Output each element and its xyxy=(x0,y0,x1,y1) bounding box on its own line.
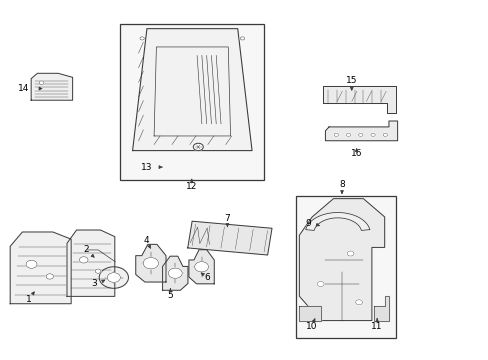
Circle shape xyxy=(143,257,158,269)
Polygon shape xyxy=(374,296,388,320)
Polygon shape xyxy=(299,199,384,320)
Polygon shape xyxy=(305,212,369,230)
Circle shape xyxy=(99,267,128,288)
Text: 9: 9 xyxy=(305,219,311,228)
Circle shape xyxy=(140,37,144,40)
Circle shape xyxy=(240,37,244,40)
Text: 16: 16 xyxy=(350,149,362,158)
Circle shape xyxy=(333,133,338,136)
Text: 14: 14 xyxy=(18,84,29,93)
Text: 1: 1 xyxy=(26,294,32,303)
Text: 4: 4 xyxy=(143,237,149,246)
Circle shape xyxy=(370,133,374,136)
Circle shape xyxy=(194,262,208,272)
Text: 8: 8 xyxy=(339,180,344,189)
Circle shape xyxy=(168,268,182,278)
Text: 15: 15 xyxy=(346,76,357,85)
Polygon shape xyxy=(31,73,73,100)
Text: 6: 6 xyxy=(204,273,210,282)
Text: 12: 12 xyxy=(186,181,197,190)
Polygon shape xyxy=(136,244,165,282)
Polygon shape xyxy=(299,306,320,320)
Circle shape xyxy=(346,133,350,136)
Polygon shape xyxy=(187,221,271,255)
Polygon shape xyxy=(10,232,71,304)
Text: 2: 2 xyxy=(83,246,89,255)
Polygon shape xyxy=(162,256,187,290)
Text: 3: 3 xyxy=(91,279,97,288)
Text: 7: 7 xyxy=(224,214,230,223)
Polygon shape xyxy=(67,230,115,296)
Circle shape xyxy=(107,273,120,282)
Text: 13: 13 xyxy=(141,163,153,172)
Bar xyxy=(295,196,395,338)
Text: 5: 5 xyxy=(167,291,173,300)
Circle shape xyxy=(383,133,386,136)
Circle shape xyxy=(39,81,44,85)
Circle shape xyxy=(346,251,353,256)
Circle shape xyxy=(79,257,88,263)
Text: 11: 11 xyxy=(370,322,382,331)
Text: 10: 10 xyxy=(305,322,317,331)
Polygon shape xyxy=(132,29,251,150)
Circle shape xyxy=(193,143,203,150)
Circle shape xyxy=(358,133,362,136)
Circle shape xyxy=(355,300,362,305)
Circle shape xyxy=(95,269,101,273)
Circle shape xyxy=(317,282,324,287)
Circle shape xyxy=(46,274,53,279)
Bar xyxy=(120,24,264,180)
Circle shape xyxy=(26,260,37,268)
Polygon shape xyxy=(322,86,395,113)
Polygon shape xyxy=(188,250,214,284)
Polygon shape xyxy=(325,121,397,141)
